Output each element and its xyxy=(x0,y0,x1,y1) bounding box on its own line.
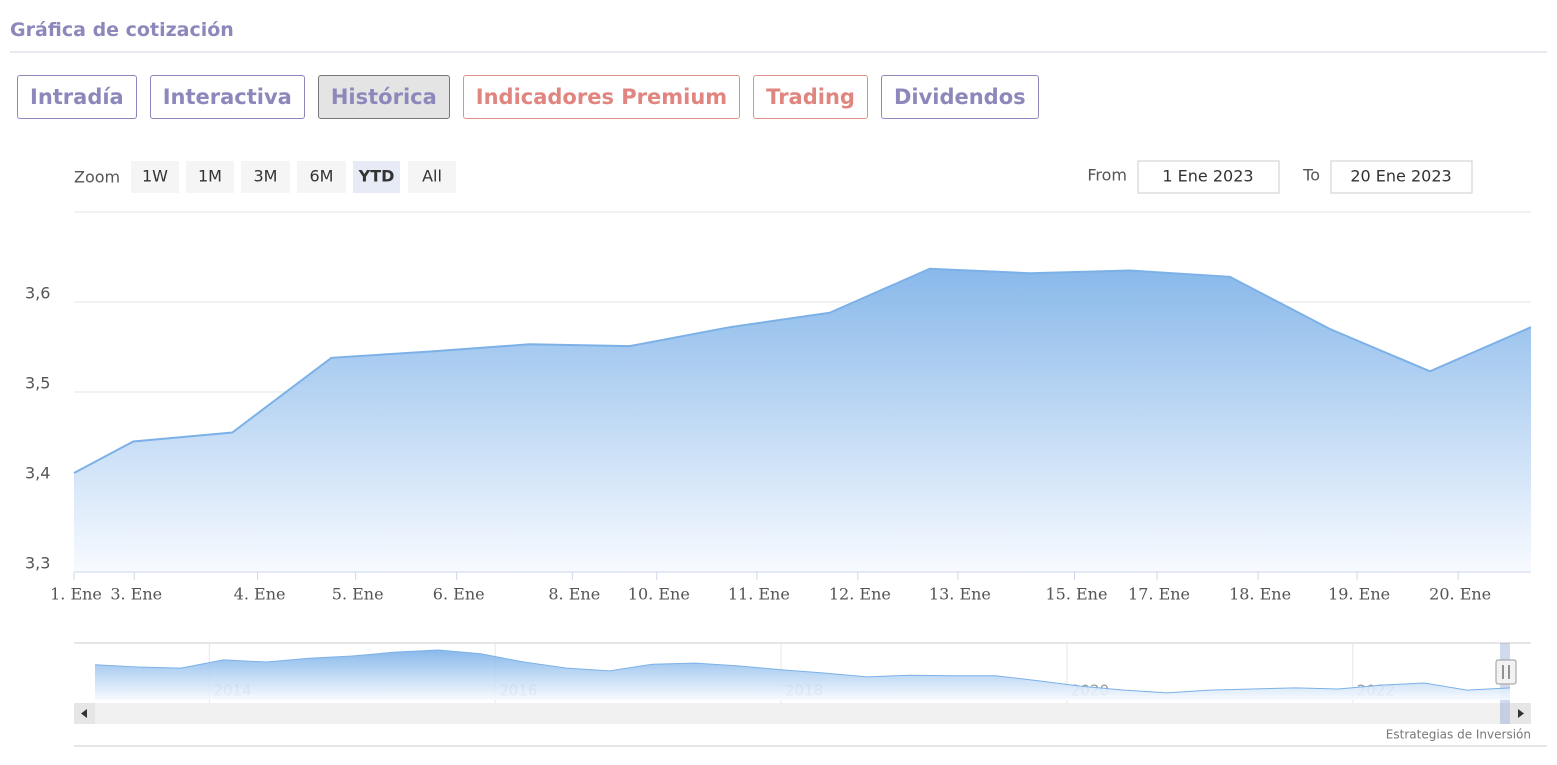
from-label: From xyxy=(1087,166,1127,185)
to-label: To xyxy=(1302,166,1320,185)
x-tick-label: 18. Ene xyxy=(1229,585,1291,604)
x-tick-label: 17. Ene xyxy=(1128,585,1190,604)
navigator-handle[interactable] xyxy=(1495,659,1517,685)
arrow xyxy=(81,709,87,718)
zoom-button-label: YTD xyxy=(358,167,395,186)
from-value: 1 Ene 2023 xyxy=(1162,167,1253,186)
zoom-button-label: 3M xyxy=(254,167,278,186)
to-input[interactable] xyxy=(1330,160,1473,194)
y-tick-label: 3,6 xyxy=(25,284,50,303)
x-tick-label: 11. Ene xyxy=(728,585,790,604)
area-line xyxy=(73,267,1532,474)
area xyxy=(74,268,1531,572)
x-tick-label: 4. Ene xyxy=(234,585,286,604)
tab[interactable]: Interactiva xyxy=(149,75,305,119)
tab[interactable]: Histórica xyxy=(317,75,450,119)
x-tick-label: 3. Ene xyxy=(110,585,162,604)
zoom-button[interactable] xyxy=(131,161,179,193)
zoom-button-label: 6M xyxy=(310,167,334,186)
zoom-button-label: All xyxy=(422,167,442,186)
x-tick-label: 13. Ene xyxy=(929,585,991,604)
zoom-button[interactable] xyxy=(353,161,400,193)
y-tick-label: 3,3 xyxy=(25,554,50,573)
tab[interactable]: Dividendos xyxy=(880,75,1039,119)
tabs: Intradía Interactiva Histórica Indicadores … xyxy=(17,75,1039,119)
to-value: 20 Ene 2023 xyxy=(1350,167,1451,186)
arrow xyxy=(1518,709,1524,718)
area xyxy=(95,649,1510,700)
credits: Estrategias de Inversión xyxy=(1386,728,1531,742)
y-tick-label: 3,5 xyxy=(25,374,50,393)
zoom-button[interactable] xyxy=(297,161,346,193)
x-tick-label: 10. Ene xyxy=(628,585,690,604)
x-tick-label: 19. Ene xyxy=(1328,585,1390,604)
zoom-button[interactable] xyxy=(408,161,456,193)
tab[interactable]: Indicadores Premium xyxy=(462,75,741,119)
from-input[interactable] xyxy=(1137,160,1280,194)
x-tick-label: 1. Ene xyxy=(50,585,102,604)
x-tick-label: 12. Ene xyxy=(829,585,891,604)
x-tick-label: 20. Ene xyxy=(1429,585,1491,604)
tab[interactable]: Trading xyxy=(753,75,868,119)
x-tick-label: 6. Ene xyxy=(433,585,485,604)
tab[interactable]: Intradía xyxy=(17,75,137,119)
x-tick-label: 15. Ene xyxy=(1045,585,1107,604)
section-title: Gráfica de cotización xyxy=(10,19,234,41)
area-line xyxy=(94,649,1511,694)
zoom-button-label: 1M xyxy=(198,167,222,186)
y-tick-label: 3,4 xyxy=(25,464,50,483)
zoom-button-label: 1W xyxy=(142,167,168,186)
x-tick-label: 8. Ene xyxy=(548,585,600,604)
zoom-button[interactable] xyxy=(241,161,290,193)
x-tick-label: 5. Ene xyxy=(332,585,384,604)
zoom-label: Zoom xyxy=(74,168,120,187)
zoom-button[interactable] xyxy=(186,161,234,193)
scrollbar[interactable] xyxy=(74,703,1531,724)
